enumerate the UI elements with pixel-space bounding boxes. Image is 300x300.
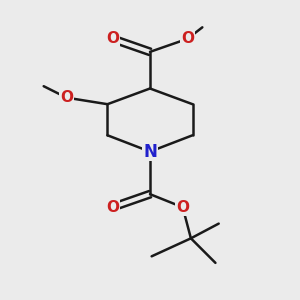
Text: O: O	[106, 200, 119, 215]
Text: O: O	[106, 31, 119, 46]
Text: O: O	[176, 200, 189, 215]
Text: O: O	[60, 90, 73, 105]
Text: O: O	[181, 31, 194, 46]
Text: N: N	[143, 142, 157, 160]
